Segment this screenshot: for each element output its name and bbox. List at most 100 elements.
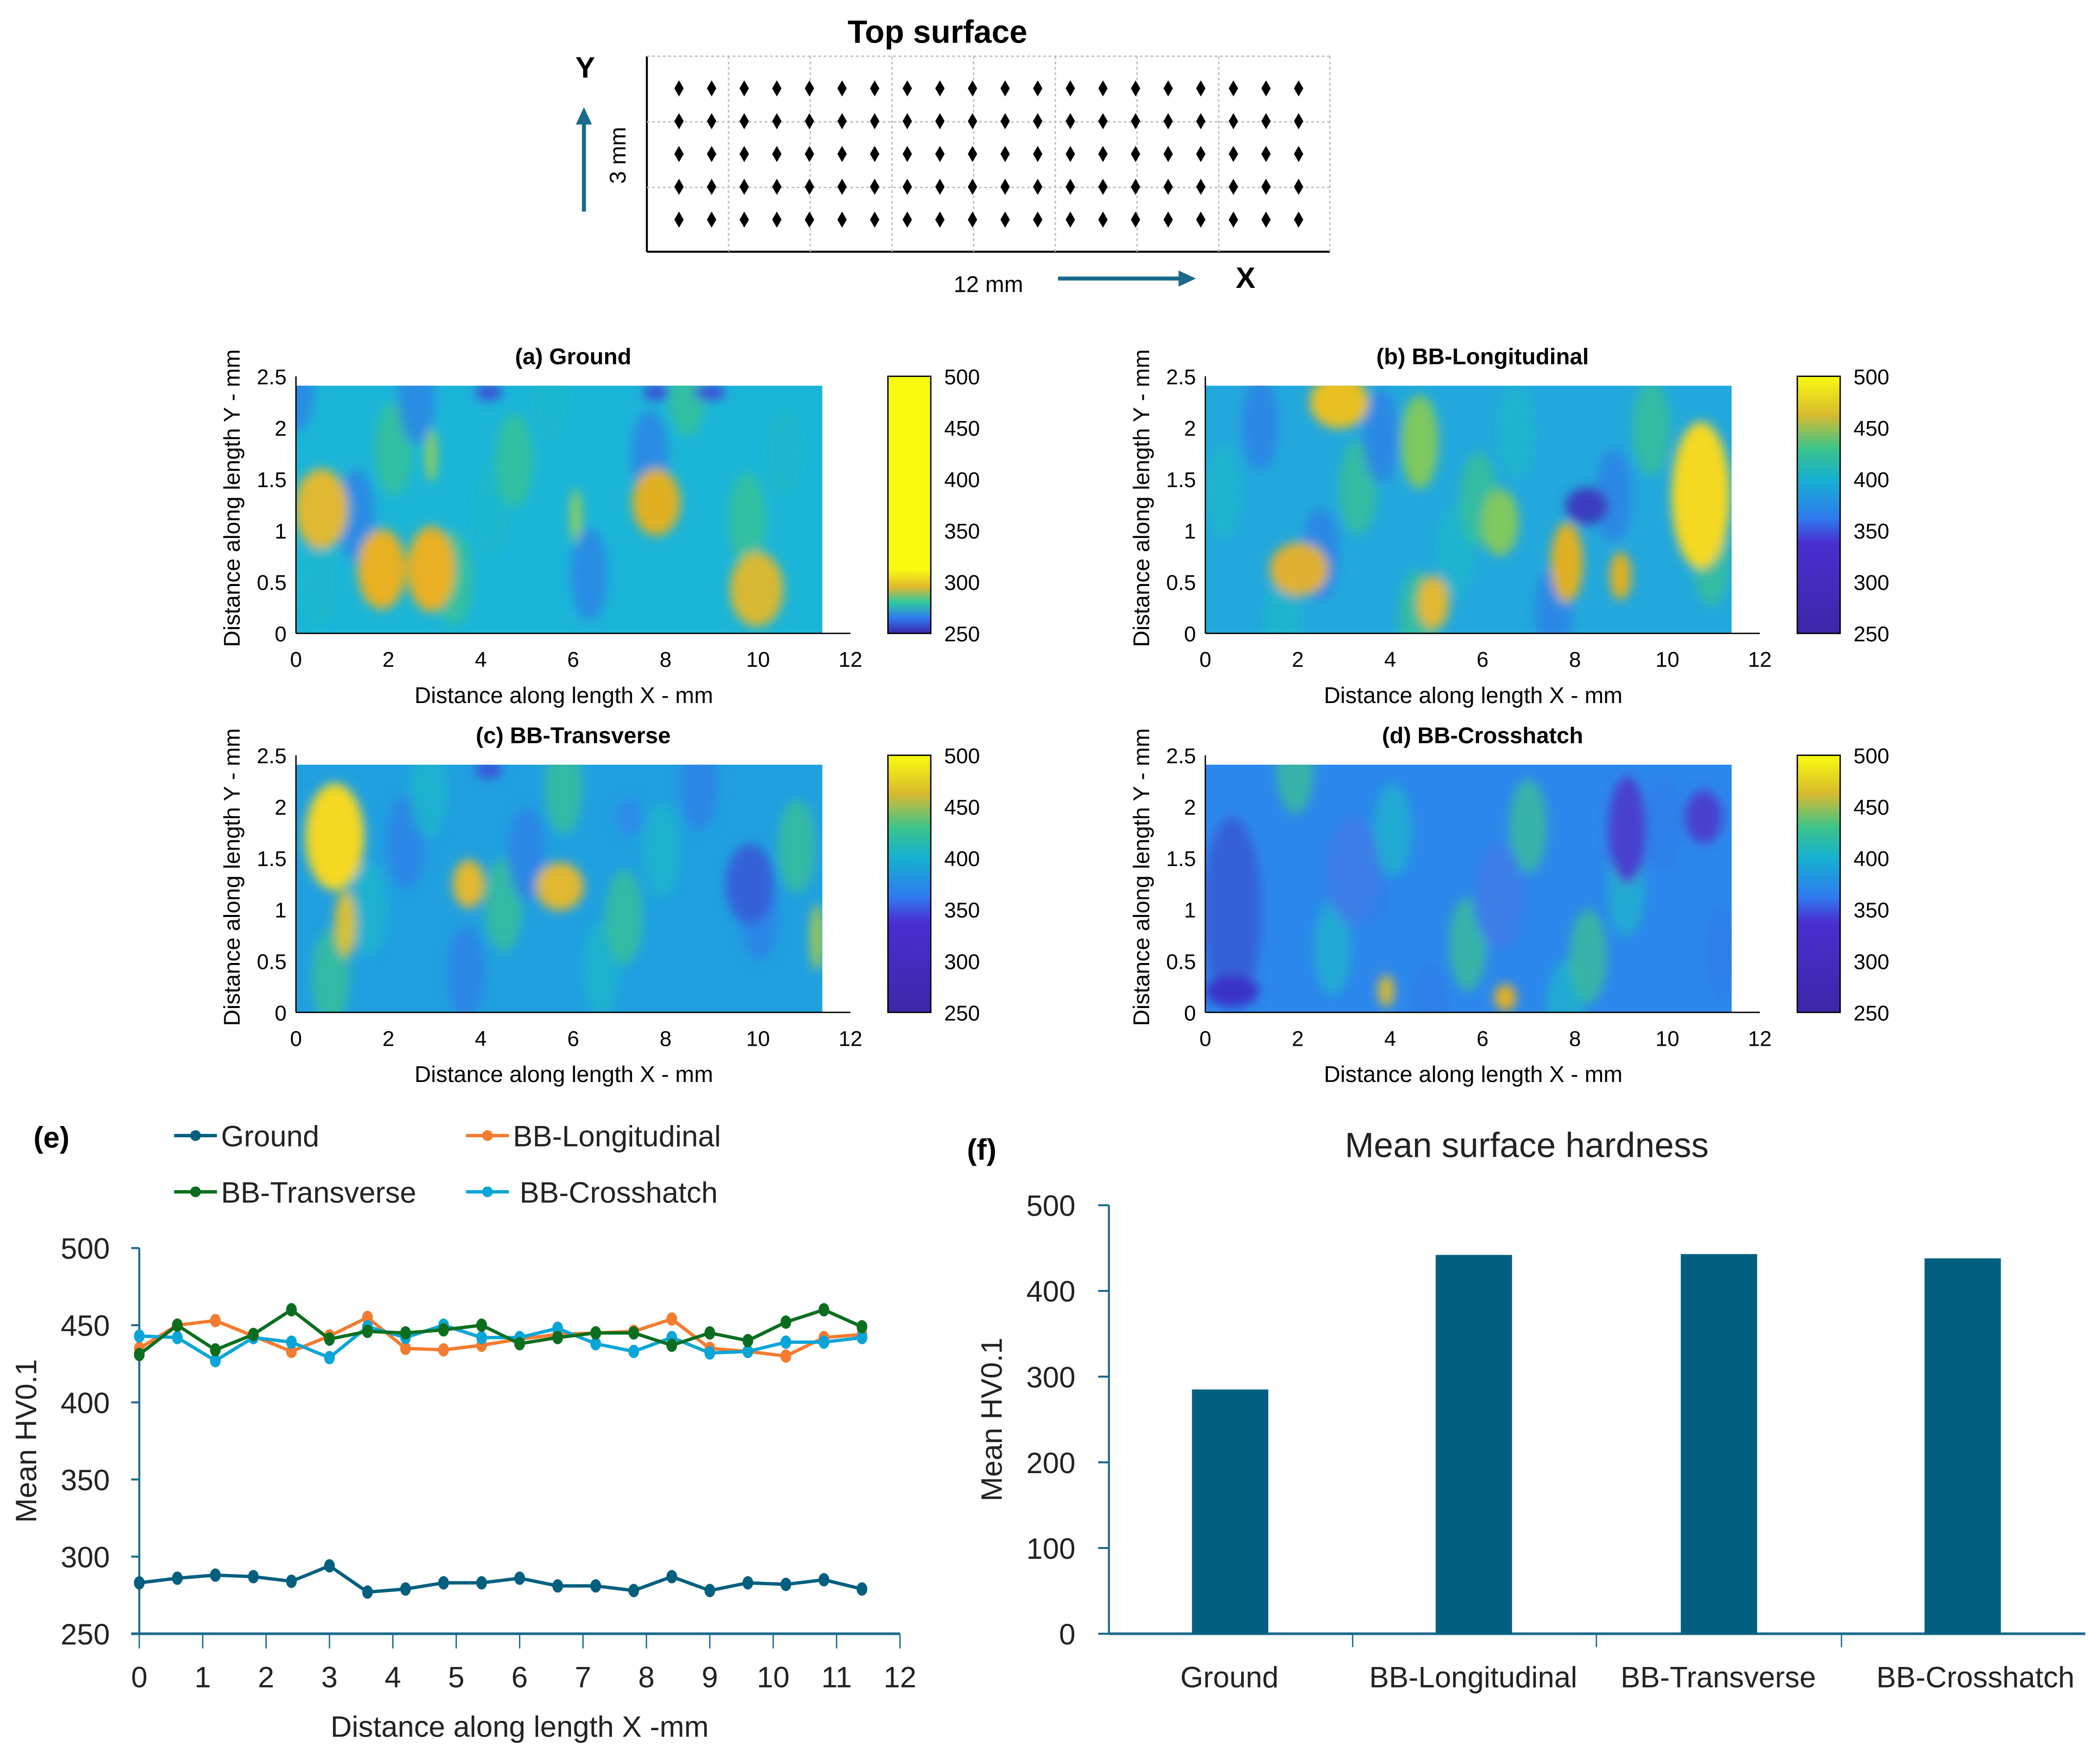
y-tick-label: 100 (1026, 1532, 1075, 1565)
heatmap-panel: 0 2 4 6 8 10 12 0 0.5 1 1.5 2 2.5 (d) BB-Crosshatch Di… (1129, 723, 1889, 1087)
y-tick-label: 2.5 (1166, 744, 1196, 768)
data-point (628, 1326, 639, 1340)
heatmap-patch (300, 536, 338, 630)
heatmap-surface (296, 764, 823, 1012)
data-point (210, 1568, 221, 1582)
indent-marker (902, 211, 912, 228)
x-tick-label: 8 (638, 1661, 655, 1693)
data-point (742, 1334, 754, 1348)
heatmap-patch (1494, 984, 1516, 1011)
data-point (248, 1570, 259, 1584)
colorbar (887, 376, 932, 634)
heatmap-patch (1609, 551, 1631, 600)
indent-marker (1098, 179, 1108, 195)
series-line-bb-transverse (138, 1308, 863, 1356)
data-point (362, 1585, 373, 1599)
x-axis-label: Distance along length X - mm (415, 1061, 713, 1087)
indent-marker (674, 80, 684, 96)
x-tick-label: 12 (839, 648, 863, 672)
heatmap-patch (810, 904, 823, 971)
y-tick-label: 200 (1026, 1447, 1075, 1479)
indent-marker (1196, 179, 1206, 195)
indent-marker (1294, 80, 1303, 96)
chart-title: Mean surface hardness (1345, 1126, 1709, 1165)
data-point (818, 1573, 829, 1587)
indent-marker (1065, 179, 1075, 195)
heatmap-patch (1569, 909, 1607, 1003)
x-tick-label: 12 (1748, 1027, 1772, 1051)
indent-marker (1131, 146, 1140, 162)
y-tick-label: 1.5 (257, 468, 287, 492)
heatmap-surface (1205, 385, 1732, 634)
indent-marker (837, 113, 847, 129)
data-point (704, 1346, 715, 1360)
y-tick-label: 250 (61, 1618, 110, 1651)
indent-marker (1261, 211, 1271, 228)
heatmap-patch (475, 764, 502, 778)
colorbar-tick-label: 250 (1854, 622, 1889, 646)
heatmap-patch (447, 925, 485, 1012)
indent-marker (804, 211, 814, 228)
y-tick-label: 2.5 (257, 744, 287, 768)
heatmap-patch (1205, 445, 1242, 539)
heatmap-patch (1241, 385, 1279, 471)
colorbar (887, 754, 932, 1013)
indent-marker (837, 146, 847, 162)
indent-marker (1163, 179, 1173, 195)
data-point (666, 1570, 677, 1584)
indent-marker (1294, 146, 1303, 162)
indent-marker (674, 113, 684, 129)
data-point (666, 1338, 677, 1352)
y-tick-label: 0 (275, 622, 286, 646)
heatmap-panel: 0 2 4 6 8 10 12 0 0.5 1 1.5 2 2.5 (b) BB-Longitudinal… (1129, 344, 1889, 708)
heatmap-patch (766, 405, 804, 500)
y-tick-label: 2.5 (257, 365, 287, 389)
indent-marker (1000, 179, 1010, 195)
indent-marker (935, 146, 945, 162)
x-tick-label: 0 (290, 648, 302, 672)
colorbar (1796, 376, 1841, 634)
indent-marker (674, 146, 684, 162)
y-tick-label: 2 (275, 796, 286, 820)
x-tick-label: 8 (660, 1027, 671, 1051)
colorbar-tick-label: 350 (1854, 519, 1889, 543)
data-point (704, 1326, 715, 1340)
heatmap-patch (632, 469, 681, 536)
heatmap-patch (642, 385, 670, 400)
y-tick-label: 0 (1184, 1001, 1196, 1025)
x-tick-label: 10 (757, 1661, 790, 1693)
indent-marker (902, 80, 912, 96)
heatmap-patch (533, 385, 571, 441)
x-tick-label: 6 (1477, 648, 1488, 672)
y-tick-label: 500 (61, 1232, 110, 1265)
data-point (818, 1335, 829, 1349)
colorbar-tick-label: 400 (1854, 468, 1889, 492)
data-point (210, 1354, 221, 1368)
x-tick-label: 6 (567, 1027, 579, 1051)
data-point (514, 1337, 525, 1351)
bar-chart-f: (f) Mean surface hardness 0 100 200 300 400 500… (967, 1126, 2085, 1693)
indent-marker (1131, 113, 1140, 129)
diagram-height-label: 3 mm (605, 127, 630, 184)
y-tick-label: 1 (275, 519, 286, 543)
heatmap-patch (1205, 975, 1259, 1007)
data-point (780, 1577, 792, 1591)
data-point (628, 1584, 639, 1597)
indent-marker (870, 211, 879, 228)
indent-marker (804, 113, 814, 129)
data-point (818, 1303, 829, 1317)
diagram-title: Top surface (848, 14, 1027, 50)
data-point (742, 1344, 754, 1359)
heatmap-surface (1205, 764, 1732, 1012)
y-arrowhead-icon (576, 107, 592, 125)
y-tick-label: 1.5 (257, 847, 287, 871)
heatmap-patch (1374, 783, 1412, 877)
indent-marker (1196, 146, 1206, 162)
colorbar-tick-label: 250 (944, 1001, 980, 1025)
x-axis-label: Distance along length X - mm (1324, 682, 1623, 708)
indent-marker (739, 113, 749, 129)
indent-marker (1098, 146, 1108, 162)
